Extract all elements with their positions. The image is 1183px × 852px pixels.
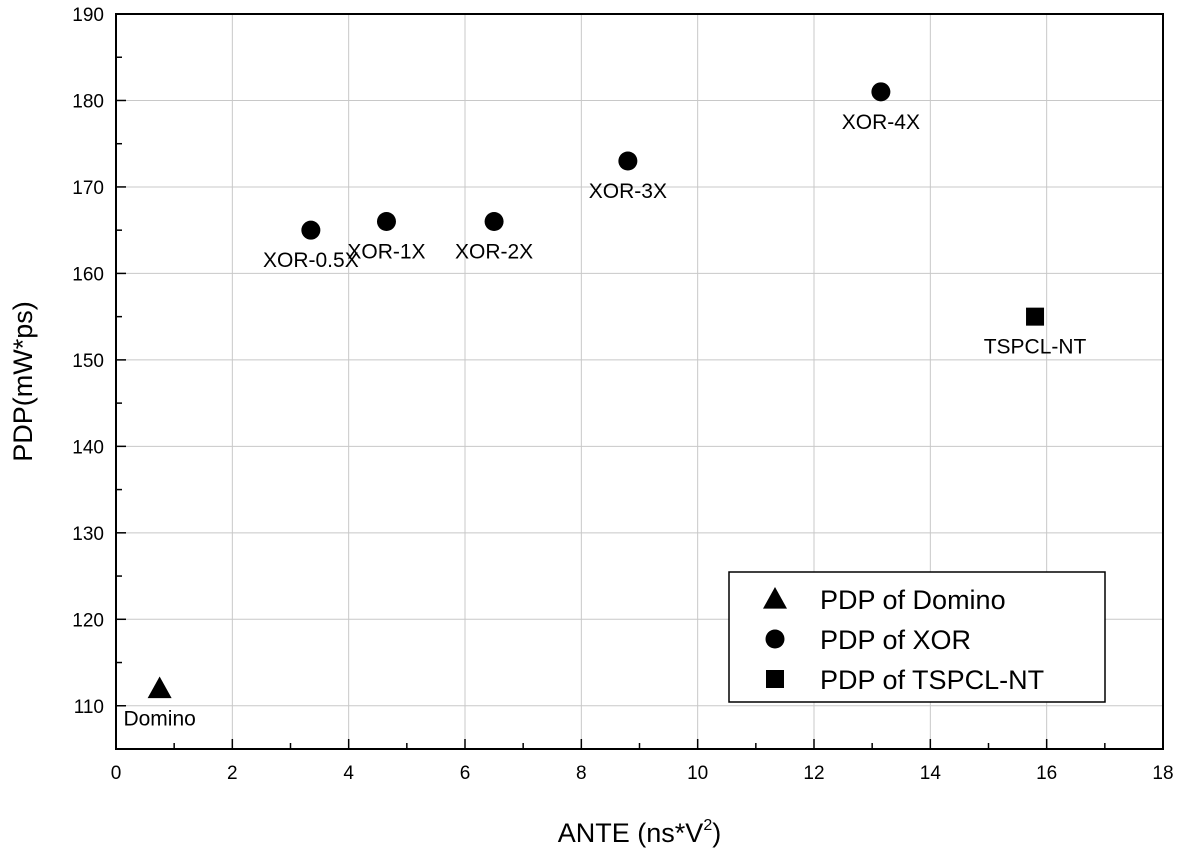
x-axis-title-main: ANTE (ns*V <box>558 818 704 848</box>
point-label: Domino <box>123 707 195 730</box>
x-axis-title-close: ) <box>712 818 721 848</box>
x-tick-label: 2 <box>227 763 238 784</box>
x-tick-label: 0 <box>111 763 122 784</box>
x-tick-label: 10 <box>687 763 708 784</box>
point-label: XOR-4X <box>842 111 920 134</box>
data-points <box>147 82 1045 699</box>
x-tick-label: 12 <box>803 763 824 784</box>
x-tick-label: 4 <box>343 763 354 784</box>
axes: 0 2 4 6 8 10 12 14 16 18 110 120 130 140 150 160 170 180 1… <box>72 5 1173 784</box>
x-tick-label: 8 <box>576 763 587 784</box>
data-point-triangle <box>147 676 172 699</box>
legend-label: PDP of TSPCL-NT <box>820 665 1044 695</box>
point-label: XOR-0.5X <box>263 249 359 272</box>
y-tick-label: 180 <box>72 91 104 112</box>
y-tick-label: 160 <box>72 264 104 285</box>
data-point-circle <box>618 151 638 171</box>
legend-marker-square <box>766 670 784 688</box>
legend-label: PDP of Domino <box>820 585 1006 615</box>
x-axis-title: ANTE (ns*V2) <box>558 817 721 848</box>
legend-label: PDP of XOR <box>820 625 971 655</box>
y-tick-label: 120 <box>72 610 104 631</box>
point-label: XOR-1X <box>347 241 425 264</box>
y-tick-label: 190 <box>72 5 104 26</box>
legend-box <box>728 571 1106 703</box>
x-tick-label: 6 <box>460 763 471 784</box>
data-point-circle <box>301 220 321 240</box>
x-tick-label: 16 <box>1036 763 1057 784</box>
y-tick-label: 150 <box>72 351 104 372</box>
point-label: XOR-2X <box>455 241 533 264</box>
y-tick-label: 110 <box>74 697 104 718</box>
y-tick-label: 140 <box>72 437 104 458</box>
data-point-circle <box>871 82 891 102</box>
y-tick-label: 130 <box>72 524 104 545</box>
x-axis-title-superscript: 2 <box>703 817 712 834</box>
legend-marker-circle <box>765 629 785 649</box>
data-point-circle <box>376 212 396 232</box>
legend-marker-triangle <box>763 587 787 609</box>
y-tick-label: 170 <box>72 178 104 199</box>
grid <box>116 14 1163 749</box>
x-tick-label: 18 <box>1152 763 1173 784</box>
data-point-circle <box>484 212 504 232</box>
x-tick-label: 14 <box>920 763 942 784</box>
data-point-square <box>1026 307 1045 326</box>
legend: PDP of Domino PDP of XOR PDP of TSPCL-NT <box>728 571 1106 703</box>
point-label: TSPCL-NT <box>984 336 1087 359</box>
point-label: XOR-3X <box>589 180 667 203</box>
y-axis-title: PDP(mW*ps) <box>8 301 38 462</box>
